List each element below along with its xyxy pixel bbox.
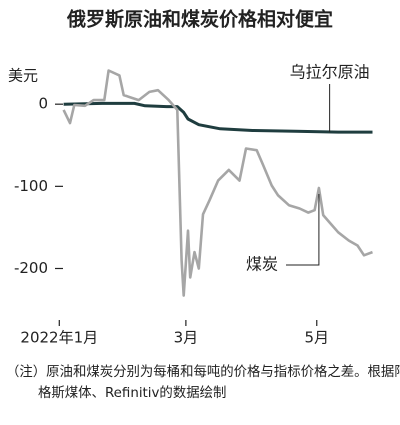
legend-label: 乌拉尔原油 — [290, 63, 370, 82]
line — [62, 69, 373, 297]
y-axis-label: 美元 — [8, 67, 38, 85]
line — [63, 101, 373, 134]
note: （注）原油和煤炭分别为每桶和每吨的价格与指标价格之差。根据阿格斯煤体、Refin… — [6, 365, 400, 401]
chart: 俄罗斯原油和煤炭价格相对便宜 美元 0 -100 -200 2022年1月 3月 5月 乌拉… — [8, 8, 373, 347]
x-tick-label: 2022年1月 — [20, 329, 98, 347]
y-tick-label: -100 — [14, 177, 48, 195]
y-tick-label: 0 — [38, 95, 48, 113]
x-tick-label: 5月 — [304, 329, 329, 347]
y-tick-label: -200 — [14, 259, 48, 277]
chart-title: 俄罗斯原油和煤炭价格相对便宜 — [66, 8, 333, 31]
leader-line — [286, 193, 320, 266]
legend-label: 煤炭 — [246, 255, 278, 274]
x-tick-label: 3月 — [174, 329, 199, 347]
